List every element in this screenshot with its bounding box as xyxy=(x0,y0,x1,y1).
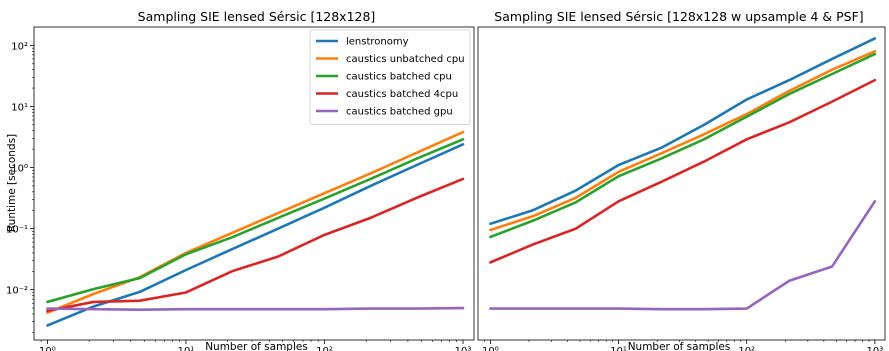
x-tick-label: 10³ xyxy=(455,346,472,351)
series-line xyxy=(489,37,877,226)
series-line xyxy=(46,143,465,327)
x-tick-label: 10⁰ xyxy=(39,346,56,351)
plot-frame xyxy=(477,26,886,341)
series-line xyxy=(46,137,465,304)
plot-area: 10⁰ 10¹ 10² 10³ 10⁻² 10⁻¹ 10⁰ 10¹ 10² xyxy=(6,26,475,351)
series-line xyxy=(46,306,465,312)
chart-panel-right: Sampling SIE lensed Sérsic [128x128 w up… xyxy=(477,9,886,351)
x-tick-label: 10² xyxy=(738,346,755,351)
y-axis-label: Runtime [seconds] xyxy=(6,134,18,232)
y-tick-label: 10⁰ xyxy=(11,164,28,175)
chart-title: Sampling SIE lensed Sérsic [128x128] xyxy=(138,9,376,24)
x-tick-label: 10² xyxy=(316,346,333,351)
y-tick-label: 10⁻¹ xyxy=(6,225,28,236)
legend-box xyxy=(309,29,471,125)
x-tick-label: 10³ xyxy=(866,346,883,351)
series-line xyxy=(489,52,877,239)
legend-label: caustics batched cpu xyxy=(346,72,452,83)
legend-label: caustics unbatched cpu xyxy=(346,54,465,65)
legend-label: caustics batched 4cpu xyxy=(346,89,458,100)
x-tick-label: 10¹ xyxy=(610,346,627,351)
x-tick-label: 10¹ xyxy=(178,346,195,351)
legend-label: lenstronomy xyxy=(346,37,409,48)
x-axis-label: Number of samples xyxy=(628,341,731,351)
series-line xyxy=(489,200,877,311)
y-tick-label: 10¹ xyxy=(11,102,28,113)
x-axis-label: Number of samples xyxy=(205,341,308,351)
chart-title: Sampling SIE lensed Sérsic [128x128 w up… xyxy=(494,9,863,24)
chart-panel-left: Sampling SIE lensed Sérsic [128x128] Num… xyxy=(6,9,475,351)
plot-area: 10⁰ 10¹ 10² 10³ xyxy=(477,26,886,351)
plot-frame xyxy=(33,26,475,341)
series-line xyxy=(489,49,877,232)
series-line xyxy=(46,130,465,314)
series-line xyxy=(46,177,465,313)
series-line xyxy=(489,78,877,264)
legend-label: caustics batched gpu xyxy=(346,107,453,118)
y-tick-label: 10⁻² xyxy=(6,286,28,297)
x-tick-label: 10⁰ xyxy=(482,346,499,351)
y-tick-label: 10² xyxy=(11,41,28,52)
legend: lenstronomy caustics unbatched cpu caustic… xyxy=(309,29,471,125)
